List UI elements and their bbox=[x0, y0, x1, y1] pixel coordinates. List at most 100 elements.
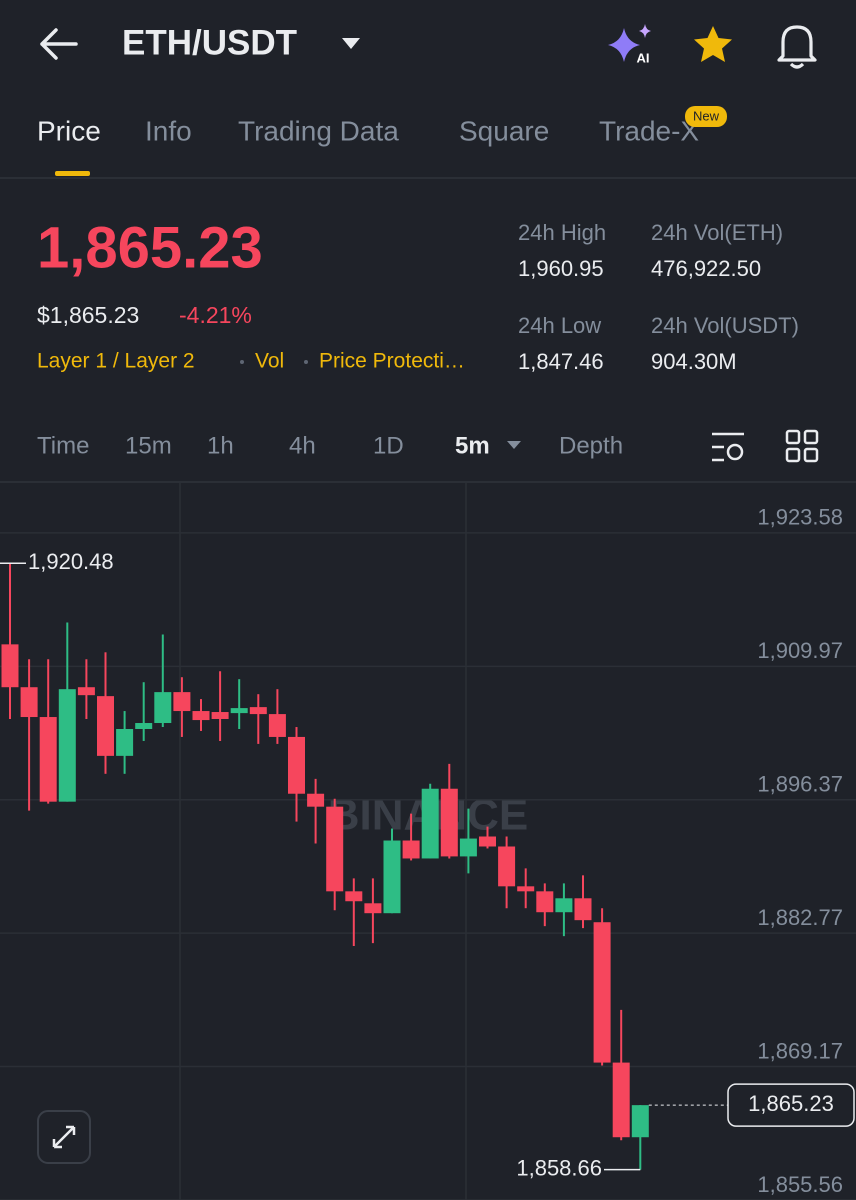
candle-body bbox=[39, 717, 57, 802]
candle-body bbox=[230, 708, 248, 714]
stat-value: 476,922.50 bbox=[651, 256, 761, 281]
stats: 24h High 1,960.95 24h Vol(ETH) 476,922.50 24… bbox=[518, 220, 799, 374]
tab[interactable]: Info bbox=[145, 115, 192, 146]
last-price-label: 1,865.23 bbox=[748, 1091, 834, 1116]
candle-body bbox=[173, 692, 191, 712]
usd-price: $1,865.23 bbox=[37, 302, 139, 328]
candle-body bbox=[97, 696, 114, 756]
candle-body bbox=[116, 728, 134, 756]
candle-body bbox=[154, 692, 172, 724]
active-tab-indicator bbox=[55, 171, 90, 176]
candle-body bbox=[211, 712, 229, 719]
ai-sparkle bbox=[608, 28, 640, 62]
layout-cell bbox=[803, 429, 819, 445]
alert-bell[interactable] bbox=[777, 25, 817, 69]
pair-title[interactable]: ETH/USDT bbox=[122, 23, 297, 62]
pair-caret[interactable] bbox=[342, 38, 360, 49]
y-tick-label: 1,882.77 bbox=[757, 905, 843, 930]
candle-body bbox=[1, 644, 19, 688]
interval[interactable]: 1D bbox=[373, 432, 404, 459]
tab[interactable]: Square bbox=[459, 115, 549, 146]
y-tick-label: 1,923.58 bbox=[757, 505, 843, 530]
y-tick-label: 1,909.97 bbox=[757, 638, 843, 663]
ai-button[interactable]: AI bbox=[608, 24, 651, 65]
candle-body bbox=[440, 788, 458, 857]
new-badge-text: New bbox=[693, 108, 720, 123]
candle-body bbox=[574, 898, 592, 921]
candlestick-chart: 1,923.58 1,909.97 1,896.37 1,882.77 1,869.17… bbox=[0, 505, 856, 1200]
interval-bar: Time 15m 1h 4h 1D 5m Depth bbox=[37, 432, 623, 459]
stat-value: 1,847.46 bbox=[518, 349, 604, 374]
tab[interactable]: Price bbox=[37, 115, 101, 146]
candle-body bbox=[459, 838, 477, 857]
favorite-star[interactable] bbox=[694, 26, 732, 62]
last-price: 1,865.23 bbox=[37, 215, 263, 280]
tag-separator bbox=[304, 360, 308, 364]
y-tick-label: 1,855.56 bbox=[757, 1172, 843, 1197]
candle-body bbox=[517, 886, 535, 892]
layout-cell bbox=[803, 447, 819, 463]
fullscreen-icon bbox=[52, 1125, 76, 1149]
stat-value: 1,960.95 bbox=[518, 256, 604, 281]
stat-label: 24h Vol(ETH) bbox=[651, 220, 783, 245]
tab-bar: Price Info Trading Data Square Trade-X bbox=[37, 115, 699, 146]
interval-caret[interactable] bbox=[507, 441, 521, 449]
tag-list: Layer 1 / Layer 2 Vol Price Protecti… bbox=[37, 350, 465, 373]
tag[interactable]: Vol bbox=[255, 350, 284, 373]
low-marker-label: 1,858.66 bbox=[516, 1155, 602, 1180]
stat-label: 24h High bbox=[518, 220, 606, 245]
interval[interactable]: 1h bbox=[207, 432, 234, 459]
candle-body bbox=[58, 689, 76, 802]
interval[interactable]: 15m bbox=[125, 432, 172, 459]
ai-sparkle-small bbox=[639, 24, 651, 38]
indicator-settings[interactable] bbox=[712, 432, 744, 462]
layout-cell bbox=[785, 429, 801, 445]
tag-separator bbox=[240, 360, 244, 364]
candle-body bbox=[555, 898, 573, 913]
high-marker-label: 1,920.48 bbox=[28, 549, 114, 574]
interval[interactable]: Depth bbox=[559, 432, 623, 459]
interval[interactable]: 4h bbox=[289, 432, 316, 459]
back-button[interactable] bbox=[40, 28, 78, 60]
y-tick-label: 1,896.37 bbox=[757, 772, 843, 797]
candle-body bbox=[479, 836, 496, 847]
candle-body bbox=[288, 736, 305, 794]
candle-body bbox=[383, 840, 401, 914]
bell-body bbox=[777, 25, 817, 62]
candle-body bbox=[498, 846, 516, 887]
candle-body bbox=[421, 788, 439, 859]
ai-label: AI bbox=[637, 50, 650, 65]
candle-body bbox=[345, 891, 363, 902]
tab[interactable]: Trading Data bbox=[238, 115, 399, 146]
back-arrow bbox=[40, 28, 78, 60]
candle-body bbox=[307, 793, 325, 807]
candle-body bbox=[77, 687, 95, 696]
tag[interactable]: Price Protecti… bbox=[319, 350, 465, 373]
candle-body bbox=[249, 707, 267, 715]
tab[interactable]: Trade-X bbox=[599, 115, 699, 146]
new-badge bbox=[685, 106, 727, 127]
stat-value: 904.30M bbox=[651, 349, 737, 374]
settings-gear bbox=[726, 443, 744, 461]
tag[interactable]: Layer 1 / Layer 2 bbox=[37, 350, 195, 373]
candle-body bbox=[612, 1062, 630, 1138]
candle-body bbox=[20, 687, 38, 718]
candle-body bbox=[536, 891, 554, 913]
candle-body bbox=[364, 903, 382, 914]
bell-clapper bbox=[789, 62, 805, 69]
candle-body bbox=[402, 840, 420, 859]
candle-body bbox=[135, 723, 153, 729]
layout-toggle[interactable] bbox=[785, 429, 819, 463]
interval[interactable]: 5m bbox=[455, 432, 490, 459]
fullscreen-button[interactable] bbox=[37, 1110, 91, 1164]
last-price-box bbox=[727, 1083, 855, 1127]
stat-label: 24h Low bbox=[518, 313, 601, 338]
candle-body bbox=[326, 806, 344, 892]
candle-body bbox=[268, 714, 286, 737]
stat-label: 24h Vol(USDT) bbox=[651, 313, 799, 338]
interval[interactable]: Time bbox=[37, 432, 89, 459]
candle-body bbox=[192, 711, 210, 721]
